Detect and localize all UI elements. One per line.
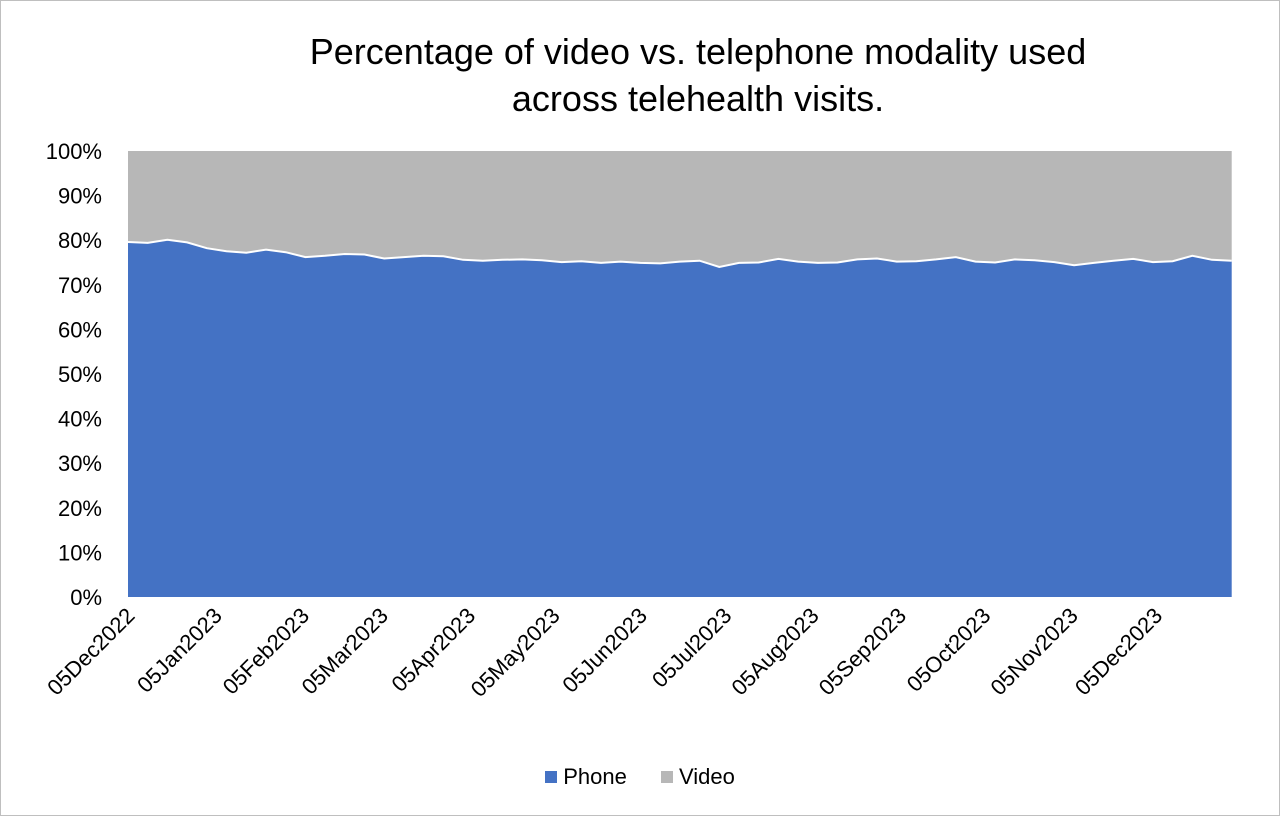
y-tick-label: 90% xyxy=(58,184,102,209)
x-tick-label: 05Dec2022 xyxy=(42,603,139,700)
x-tick-label: 05Aug2023 xyxy=(726,603,823,700)
y-tick-label: 80% xyxy=(58,228,102,253)
legend-swatch-phone xyxy=(545,770,558,783)
x-tick-label: 05May2023 xyxy=(466,603,565,702)
y-tick-label: 50% xyxy=(58,362,102,387)
area-series-video xyxy=(128,151,1232,267)
legend-item-video: Video xyxy=(660,763,735,790)
area-layer xyxy=(127,151,1232,598)
legend: Phone Video xyxy=(0,762,1280,790)
legend-label-video: Video xyxy=(678,763,735,789)
legend-swatch-video xyxy=(660,770,673,783)
x-tick-label: 05Jan2023 xyxy=(132,603,227,698)
y-tick-label: 0% xyxy=(70,585,102,610)
x-axis: 05Dec202205Jan202305Feb202305Mar202305Ap… xyxy=(42,603,1167,702)
y-tick-label: 70% xyxy=(58,273,102,298)
legend-item-phone: Phone xyxy=(545,763,627,790)
x-tick-label: 05Jun2023 xyxy=(557,603,652,698)
x-tick-label: 05Sep2023 xyxy=(814,603,911,700)
y-axis: 0% 10% 20% 30% 40% 50% 60% 70% 80% 90% 100% xyxy=(46,139,102,610)
y-tick-label: 20% xyxy=(58,496,102,521)
y-tick-label: 60% xyxy=(58,317,102,342)
y-tick-label: 30% xyxy=(58,451,102,476)
chart-title-line-2: across telehealth visits. xyxy=(511,78,885,119)
x-tick-label: 05Mar2023 xyxy=(297,603,393,699)
y-tick-label: 100% xyxy=(46,139,102,164)
legend-label-phone: Phone xyxy=(563,763,627,789)
x-tick-label: 05Nov2023 xyxy=(986,603,1083,700)
x-tick-label: 05Jul2023 xyxy=(647,603,736,692)
area-series-phone xyxy=(128,239,1232,598)
x-tick-label: 05Dec2023 xyxy=(1070,603,1167,700)
y-tick-label: 10% xyxy=(58,540,102,565)
chart-title-line-1: Percentage of video vs. telephone modali… xyxy=(309,31,1087,72)
series-boundary-line xyxy=(127,238,1232,269)
y-tick-label: 40% xyxy=(58,407,102,432)
x-tick-label: 05Oct2023 xyxy=(902,603,996,697)
chart-title: Percentage of video vs. telephone modali… xyxy=(0,28,1280,122)
